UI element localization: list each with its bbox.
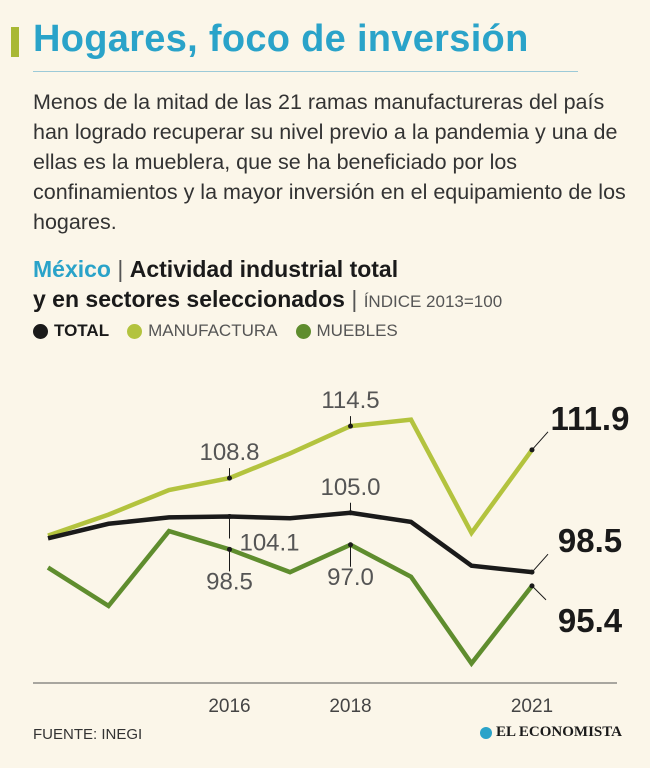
- data-label-manufactura: 108.8: [199, 439, 259, 466]
- x-tick-label: 2016: [208, 696, 250, 717]
- legend-dot-total: [33, 323, 48, 339]
- legend-item-manufactura: MANUFACTURA: [127, 321, 278, 341]
- data-label-muebles: 97.0: [327, 564, 374, 591]
- legend-dot-manufactura: [127, 323, 143, 339]
- legend-item-total: TOTAL: [33, 321, 109, 341]
- legend-label-muebles: MUEBLES: [316, 321, 398, 340]
- chart-heading-index-separator: |: [344, 286, 364, 312]
- brand-name: EL ECONOMISTA: [496, 724, 622, 740]
- brand-icon: [480, 726, 492, 739]
- data-label-total: 105.0: [320, 474, 380, 501]
- data-label-total: 98.5: [558, 522, 622, 559]
- annotation-leader: [531, 553, 549, 573]
- legend-item-muebles: MUEBLES: [295, 321, 398, 341]
- title-accent-bar: [11, 27, 19, 57]
- title-divider: [33, 71, 578, 72]
- series-line-muebles: [46, 528, 534, 668]
- series-line-manufactura: [47, 417, 534, 538]
- chart-heading-separator: |: [110, 256, 130, 282]
- data-label-total: 104.1: [239, 529, 299, 556]
- annotation-leader: [531, 585, 547, 601]
- chart-heading-country: México: [33, 256, 111, 282]
- chart-heading-line1: Actividad industrial total: [129, 256, 399, 282]
- data-label-muebles: 95.4: [558, 602, 623, 639]
- chart-heading: México | Actividad industrial total y en…: [33, 254, 633, 317]
- chart-heading-line2: y en sectores seleccionados: [33, 286, 345, 312]
- chart-heading-index: ÍNDICE 2013=100: [363, 292, 503, 311]
- x-tick-label: 2018: [329, 696, 371, 717]
- source-note: FUENTE: INEGI: [33, 726, 143, 743]
- legend-dot-muebles: [295, 323, 311, 339]
- lede-paragraph: Menos de la mitad de las 21 ramas manufa…: [33, 90, 626, 234]
- legend-label-total: TOTAL: [54, 321, 110, 340]
- legend-label-manufactura: MANUFACTURA: [148, 321, 278, 340]
- data-label-manufactura: 111.9: [551, 400, 630, 437]
- data-label-muebles: 98.5: [206, 568, 253, 595]
- brand-logo: EL ECONOMISTA: [480, 724, 622, 741]
- series-line-total: [47, 510, 533, 575]
- chart-legend: TOTAL MANUFACTURA MUEBLES: [33, 321, 398, 341]
- page-title: Hogares, foco de inversión: [33, 18, 529, 60]
- annotation-leader: [531, 431, 549, 451]
- data-label-manufactura: 114.5: [321, 387, 379, 414]
- x-tick-label: 2021: [511, 696, 553, 717]
